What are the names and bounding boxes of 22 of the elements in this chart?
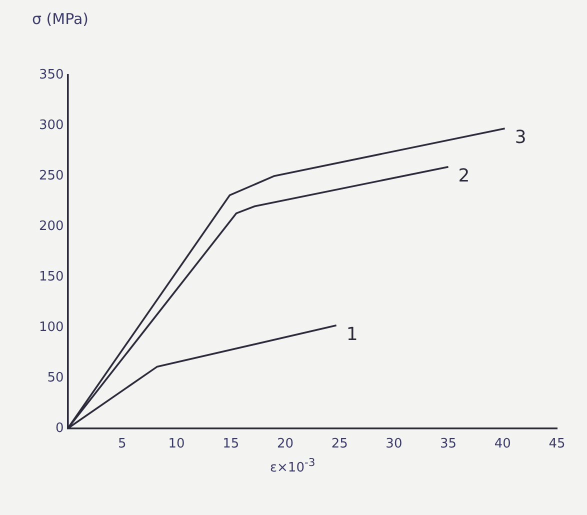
series-label: 1 [346, 324, 358, 346]
x-tick-label: 40 [494, 436, 511, 452]
y-tick-label: 200 [38, 218, 64, 234]
x-tick-label: 5 [118, 436, 126, 452]
y-tick-label: 300 [38, 118, 64, 133]
x-tick-label: 10 [168, 436, 185, 452]
y-tick-label: 0 [56, 420, 64, 436]
x-tick-label: 20 [276, 436, 294, 452]
series-label: 3 [514, 127, 526, 148]
series-label: 2 [458, 166, 470, 187]
x-tick-label: 15 [222, 436, 240, 452]
x-tick-label: 45 [548, 436, 566, 452]
x-tick-label: 35 [440, 436, 457, 452]
x-tick-label: 25 [331, 436, 348, 452]
x-axis-title: ε×10$^{-3}$ [270, 456, 316, 476]
y-tick-label: 350 [38, 67, 64, 82]
y-tick-label: 100 [38, 320, 64, 335]
x-tick-label: 30 [386, 436, 402, 452]
y-axis-title: σ (MPa) [32, 10, 88, 28]
y-tick-label: 150 [38, 269, 64, 284]
y-tick-label: 250 [38, 168, 64, 184]
y-tick-label: 50 [47, 370, 64, 386]
